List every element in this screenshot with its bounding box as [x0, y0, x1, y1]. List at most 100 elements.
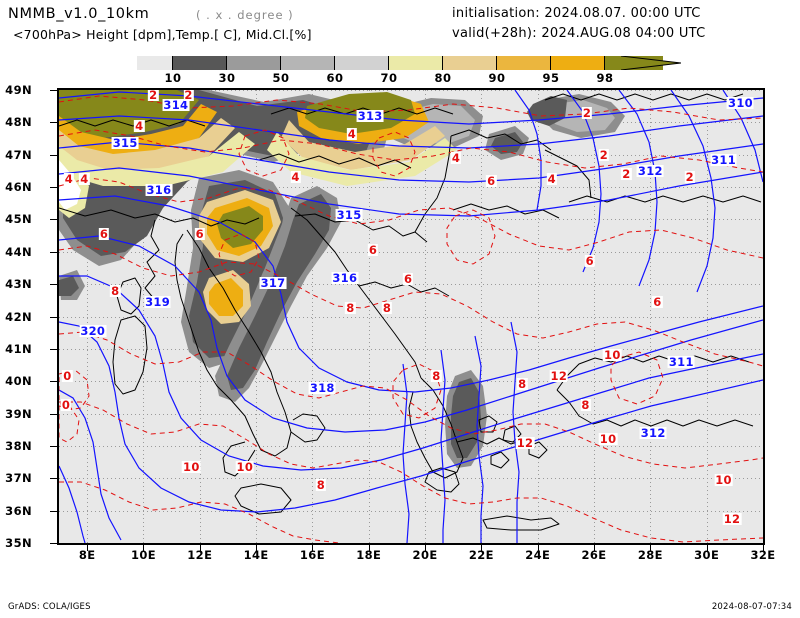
temperature-contour-label: 10 [598, 432, 618, 447]
temperature-contour-label: 4 [79, 171, 90, 186]
temperature-contour-label: 2 [621, 167, 632, 182]
longitude-tick [650, 545, 651, 551]
temperature-contour-label: 6 [652, 294, 663, 309]
valid-time: valid(+28h): 2024.AUG.08 04:00 UTC [452, 26, 706, 41]
height-contour-label: 315 [335, 207, 363, 222]
latitude-label: 47N [5, 147, 32, 162]
latitude-tick [50, 284, 57, 285]
longitude-label: 28E [637, 548, 663, 562]
temperature-contour-label: 8 [381, 301, 393, 316]
temperature-contour-label: 8 [315, 477, 327, 492]
height-contour-label: 315 [111, 136, 139, 151]
latitude-tick [50, 478, 57, 479]
gridline-horizontal [59, 349, 763, 350]
height-contour-label: 319 [144, 294, 171, 309]
temperature-contour-label: 4 [134, 118, 145, 133]
colorbar-tick-labels: 10 30 50 60 70 80 90 95 98 [137, 70, 663, 86]
longitude-tick [143, 545, 144, 551]
temperature-contour-label: 6 [367, 243, 379, 258]
temperature-contour-label: 12 [515, 435, 535, 450]
temperature-contour-label: 0 [62, 369, 73, 384]
temperature-contour-label: 4 [290, 170, 301, 185]
latitude-label: 37N [5, 471, 32, 486]
temperature-contour-label: 8 [110, 283, 121, 298]
gridline-horizontal [59, 543, 763, 544]
latitude-label: 43N [5, 277, 32, 292]
latitude-label: 49N [5, 83, 32, 97]
temperature-contour-label: 10 [714, 472, 733, 487]
latitude-tick [50, 219, 57, 220]
resolution-note: ( . x . degree ) [196, 8, 294, 22]
height-contour-label: 312 [639, 425, 667, 440]
height-contours [59, 90, 763, 543]
longitude-label: 18E [356, 548, 382, 562]
temperature-contour-label: 10 [235, 459, 255, 474]
map-canvas: 314 315 316 313 315 316 317 318 319 320 312 312 311 3… [59, 90, 763, 543]
colorbar-segment [335, 56, 389, 70]
initialisation-time: initialisation: 2024.08.07. 00:00 UTC [452, 6, 701, 21]
temperature-contour-label: 6 [486, 173, 497, 188]
longitude-label: 10E [130, 548, 156, 562]
latitude-label: 46N [5, 180, 32, 195]
longitude-label: 20E [412, 548, 438, 562]
colorbar-segment [497, 56, 551, 70]
colorbar-segment [173, 56, 227, 70]
temperature-contour-label: 4 [346, 126, 358, 141]
longitude-tick [481, 545, 482, 551]
longitude-label: 8E [78, 548, 96, 562]
mid-cloud-shading [59, 90, 625, 468]
latitude-tick [50, 349, 57, 350]
temperature-contour-label: 4 [63, 171, 74, 186]
height-contour-label: 313 [356, 108, 384, 123]
colorbar-tick: 60 [326, 71, 344, 85]
latitude-label: 44N [5, 244, 32, 259]
longitude-label: 24E [525, 548, 551, 562]
gridline-horizontal [59, 252, 763, 253]
colorbar-segments [137, 56, 663, 70]
temperature-contour-label: 8 [345, 301, 356, 316]
height-contour-label: 314 [162, 97, 190, 112]
longitude-label: 22E [468, 548, 494, 562]
longitude-tick [425, 545, 426, 551]
height-contour-label: 311 [667, 354, 695, 369]
temperature-contour-label: 10 [182, 459, 201, 474]
longitude-tick [200, 545, 201, 551]
longitude-tick [256, 545, 257, 551]
temperature-contour-label: 8 [517, 377, 528, 392]
latitude-label: 35N [5, 536, 32, 550]
longitude-label: 26E [581, 548, 607, 562]
gridline-horizontal [59, 446, 763, 447]
height-contour-label: 316 [145, 183, 173, 198]
longitude-tick [87, 545, 88, 551]
height-contour-label: 316 [331, 270, 359, 285]
cloud-cover-colorbar: 10 30 50 60 70 80 90 95 98 [137, 56, 681, 85]
map-fields [59, 90, 763, 543]
height-contour-label: 317 [259, 275, 287, 290]
longitude-label: 16E [299, 548, 325, 562]
gridline-horizontal [59, 317, 763, 318]
gridline-horizontal [59, 90, 763, 91]
gridline-vertical [312, 90, 313, 543]
temperature-contour-label: 6 [98, 226, 110, 241]
latitude-tick [50, 414, 57, 415]
temperature-contour-label: 2 [581, 105, 593, 120]
colorbar-tick: 30 [218, 71, 236, 85]
footer-credit: GrADS: COLA/IGES [8, 602, 91, 612]
longitude-tick [707, 545, 708, 551]
gridline-horizontal [59, 219, 763, 220]
latitude-tick [50, 122, 57, 123]
longitude-tick [369, 545, 370, 551]
temperature-contour-label: 2 [148, 88, 159, 102]
field-subtitle: <700hPa> Height [dpm],Temp.[ C], Mid.Cl.… [13, 27, 312, 42]
height-contour-label: 320 [79, 324, 107, 339]
temperature-contour-label: 12 [722, 511, 742, 526]
colorbar-tick: 10 [164, 71, 182, 85]
longitude-label: 32E [750, 548, 776, 562]
map-plot-area[interactable]: 314 315 316 313 315 316 317 318 319 320 312 312 311 3… [57, 88, 765, 545]
latitude-label: 45N [5, 212, 32, 227]
gridline-vertical [425, 90, 426, 543]
gridline-vertical [594, 90, 595, 543]
model-title: NMMB_v1.0_10km [8, 6, 150, 22]
colorbar-segment [281, 56, 335, 70]
colorbar-tick: 70 [380, 71, 398, 85]
